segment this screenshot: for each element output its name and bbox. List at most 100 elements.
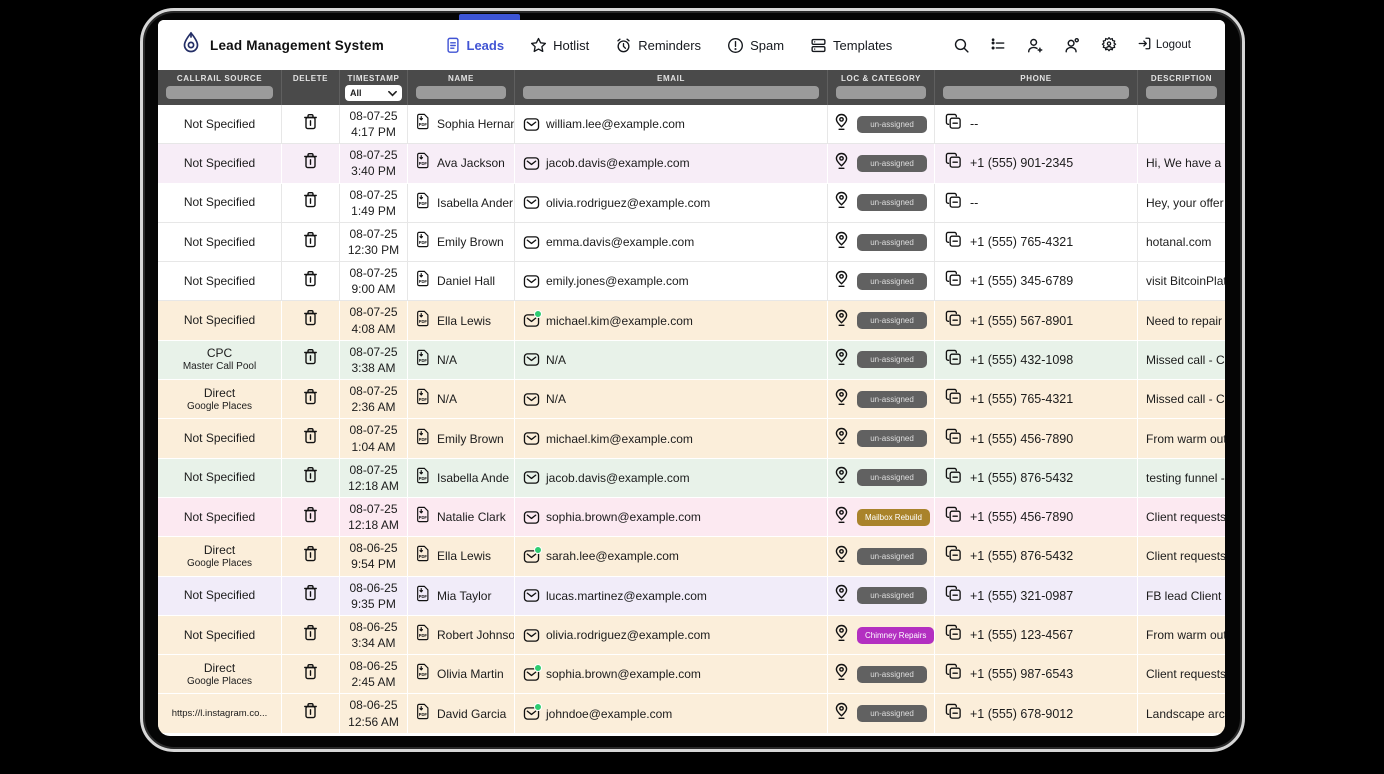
trash-icon[interactable]: [302, 309, 319, 332]
copy-icon[interactable]: [945, 310, 962, 332]
category-pill[interactable]: un-assigned: [857, 705, 927, 723]
category-pill[interactable]: un-assigned: [857, 233, 927, 251]
pdf-export-icon[interactable]: PDF: [415, 428, 431, 450]
pdf-export-icon[interactable]: PDF: [415, 152, 431, 174]
pdf-export-icon[interactable]: PDF: [415, 467, 431, 489]
pdf-export-icon[interactable]: PDF: [415, 545, 431, 567]
trash-icon[interactable]: [302, 388, 319, 411]
pdf-export-icon[interactable]: PDF: [415, 663, 431, 685]
table-row[interactable]: https://l.instagram.co... 08-06-25 12:56…: [158, 694, 1225, 734]
pdf-export-icon[interactable]: PDF: [415, 231, 431, 253]
trash-icon[interactable]: [302, 427, 319, 450]
map-pin-icon[interactable]: [834, 466, 849, 489]
callrail-source-filter-input[interactable]: [166, 86, 273, 99]
tab-spam[interactable]: Spam: [727, 37, 784, 54]
map-pin-icon[interactable]: [834, 624, 849, 647]
checklist-icon[interactable]: [989, 37, 1007, 54]
envelope-icon[interactable]: [523, 588, 540, 603]
category-pill[interactable]: un-assigned: [857, 115, 927, 133]
category-pill[interactable]: Mailbox Rebuild: [857, 508, 930, 526]
category-pill[interactable]: un-assigned: [857, 587, 927, 605]
category-pill[interactable]: un-assigned: [857, 665, 927, 683]
copy-icon[interactable]: [945, 703, 962, 725]
table-row[interactable]: Not Specified 08-06-25 3:34 AM: [158, 615, 1225, 656]
envelope-icon[interactable]: [523, 156, 540, 171]
copy-icon[interactable]: [945, 467, 962, 489]
category-pill[interactable]: un-assigned: [857, 390, 927, 408]
pdf-export-icon[interactable]: PDF: [415, 703, 431, 725]
copy-icon[interactable]: [945, 192, 962, 214]
category-pill[interactable]: un-assigned: [857, 469, 927, 487]
copy-icon[interactable]: [945, 663, 962, 685]
search-icon[interactable]: [953, 37, 970, 54]
copy-icon[interactable]: [945, 585, 962, 607]
copy-icon[interactable]: [945, 349, 962, 371]
phone-filter-input[interactable]: [943, 86, 1129, 99]
trash-icon[interactable]: [302, 545, 319, 568]
envelope-icon[interactable]: [523, 235, 540, 250]
pdf-export-icon[interactable]: PDF: [415, 310, 431, 332]
category-pill[interactable]: un-assigned: [857, 272, 927, 290]
table-row[interactable]: Direct Google Places 08-06-25 2:45 AM: [158, 655, 1225, 695]
category-pill[interactable]: un-assigned: [857, 194, 927, 212]
map-pin-icon[interactable]: [834, 309, 849, 332]
category-pill[interactable]: un-assigned: [857, 154, 927, 172]
tab-hotlist[interactable]: Hotlist: [530, 37, 589, 54]
envelope-icon[interactable]: [523, 663, 542, 682]
envelope-icon[interactable]: [523, 310, 542, 328]
map-pin-icon[interactable]: [834, 270, 849, 293]
envelope-icon[interactable]: [523, 703, 542, 721]
logout-button[interactable]: Logout: [1137, 36, 1191, 54]
description-filter-input[interactable]: [1146, 86, 1217, 99]
map-pin-icon[interactable]: [834, 663, 849, 686]
map-pin-icon[interactable]: [834, 231, 849, 254]
map-pin-icon[interactable]: [834, 702, 849, 725]
pdf-export-icon[interactable]: PDF: [415, 113, 431, 135]
trash-icon[interactable]: [302, 270, 319, 293]
trash-icon[interactable]: [302, 191, 319, 214]
pdf-export-icon[interactable]: PDF: [415, 585, 431, 607]
copy-icon[interactable]: [945, 428, 962, 450]
table-row[interactable]: Not Specified 08-07-25 12:30 PM: [158, 222, 1225, 263]
tab-leads[interactable]: Leads: [445, 37, 504, 54]
trash-icon[interactable]: [302, 663, 319, 686]
category-pill[interactable]: un-assigned: [857, 351, 927, 369]
trash-icon[interactable]: [302, 231, 319, 254]
copy-icon[interactable]: [945, 270, 962, 292]
user-add-icon[interactable]: [1026, 37, 1044, 54]
copy-icon[interactable]: [945, 113, 962, 135]
copy-icon[interactable]: [945, 152, 962, 174]
map-pin-icon[interactable]: [834, 388, 849, 411]
envelope-icon[interactable]: [523, 470, 540, 485]
category-pill[interactable]: un-assigned: [857, 312, 927, 330]
envelope-icon[interactable]: [523, 510, 540, 525]
envelope-icon[interactable]: [523, 274, 540, 289]
trash-icon[interactable]: [302, 152, 319, 175]
table-row[interactable]: Not Specified 08-07-25 4:08 AM: [158, 301, 1225, 341]
envelope-icon[interactable]: [523, 195, 540, 210]
envelope-icon[interactable]: [523, 431, 540, 446]
table-row[interactable]: Not Specified 08-07-25 1:04 AM: [158, 419, 1225, 459]
table-row[interactable]: CPC Master Call Pool 08-07-25 3:38 AM: [158, 340, 1225, 381]
user-status-icon[interactable]: [1063, 37, 1081, 54]
pdf-export-icon[interactable]: PDF: [415, 388, 431, 410]
pdf-export-icon[interactable]: PDF: [415, 349, 431, 371]
table-row[interactable]: Not Specified 08-07-25 12:18 AM: [158, 458, 1225, 498]
category-pill[interactable]: un-assigned: [857, 547, 927, 565]
pdf-export-icon[interactable]: PDF: [415, 624, 431, 646]
copy-icon[interactable]: [945, 545, 962, 567]
trash-icon[interactable]: [302, 584, 319, 607]
trash-icon[interactable]: [302, 348, 319, 371]
category-pill[interactable]: Chimney Repairs: [857, 626, 934, 644]
trash-icon[interactable]: [302, 624, 319, 647]
table-row[interactable]: Not Specified 08-06-25 9:35 PM: [158, 576, 1225, 616]
map-pin-icon[interactable]: [834, 113, 849, 136]
copy-icon[interactable]: [945, 231, 962, 253]
table-row[interactable]: Direct Google Places 08-06-25 9:54 PM: [158, 537, 1225, 577]
table-row[interactable]: Not Specified 08-07-25 4:17 PM: [158, 105, 1225, 145]
map-pin-icon[interactable]: [834, 152, 849, 175]
timestamp-filter-select[interactable]: All: [345, 85, 402, 101]
category-pill[interactable]: un-assigned: [857, 430, 927, 448]
envelope-icon[interactable]: [523, 352, 540, 367]
copy-icon[interactable]: [945, 624, 962, 646]
